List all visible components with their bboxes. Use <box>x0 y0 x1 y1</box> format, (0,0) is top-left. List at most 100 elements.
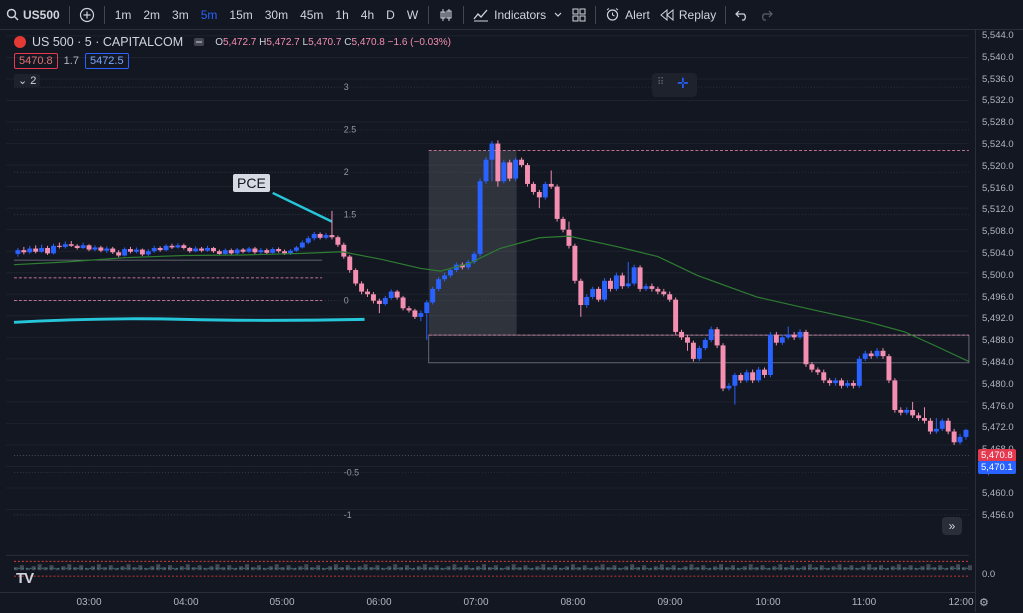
undo-button[interactable] <box>730 0 754 29</box>
volume-bar <box>179 566 184 571</box>
volume-bar <box>677 568 682 571</box>
price-tick-label: 5,536.0 <box>982 73 1014 85</box>
interval-1m[interactable]: 1m <box>114 7 132 22</box>
volume-bar <box>523 565 528 571</box>
alarm-clock-icon <box>605 7 620 22</box>
redo-button[interactable] <box>754 0 778 29</box>
volume-bar <box>908 565 913 571</box>
candle-down <box>157 247 163 251</box>
candle-up <box>465 261 471 268</box>
symbol-search[interactable]: US500 <box>0 0 65 29</box>
indicators-collapse-toggle[interactable]: ⌄ 2 <box>14 74 41 87</box>
candle-down <box>809 364 815 370</box>
volume-bar <box>476 566 481 571</box>
candle-down <box>815 369 821 373</box>
interval-15m[interactable]: 15m <box>229 7 253 22</box>
interval-45m[interactable]: 45m <box>300 7 324 22</box>
volume-bar <box>96 564 101 571</box>
candle-down <box>21 250 27 253</box>
price-tick-label: 5,500.0 <box>982 269 1014 281</box>
candle-up <box>957 436 963 443</box>
volume-bar <box>387 566 392 571</box>
volume-bar <box>292 568 297 571</box>
layout-button[interactable] <box>567 0 591 29</box>
compare-button[interactable] <box>74 0 100 29</box>
candle-down <box>169 245 175 248</box>
alert-button[interactable]: Alert <box>600 0 655 29</box>
candle-down <box>216 251 222 254</box>
candle-down <box>33 248 39 252</box>
volume-bar <box>819 565 824 571</box>
volume-bar <box>268 566 273 571</box>
volume-bar <box>547 567 552 571</box>
volume-bar <box>576 567 581 571</box>
chart-legend: US 500 · 5 · CAPITALCOM O5,472.7 H5,472.… <box>14 35 451 49</box>
volume-bar <box>825 568 830 571</box>
menu-icon[interactable] <box>193 37 205 47</box>
symbol-logo-icon <box>14 36 26 48</box>
candle-down <box>607 280 613 289</box>
candle-down <box>773 334 779 343</box>
divider <box>103 5 105 24</box>
candle-down <box>679 331 685 338</box>
drag-handle-icon[interactable]: ⠿ <box>657 77 665 88</box>
indicators-button[interactable]: Indicators <box>468 0 567 29</box>
volume-bar <box>328 566 332 571</box>
price-chart[interactable]: 3 2.5 2 1.5 0 -0.5 -1 <box>0 30 975 585</box>
volume-bar <box>73 567 78 571</box>
price-tick-label: 5,472.0 <box>982 422 1014 434</box>
volume-bar <box>807 564 812 571</box>
crosshair-icon[interactable]: ✛ <box>677 75 689 91</box>
interval-4h[interactable]: 4h <box>360 7 375 22</box>
interval-30m[interactable]: 30m <box>264 7 289 22</box>
volume-bar <box>405 565 409 571</box>
candle-up <box>163 245 169 251</box>
volume-bar <box>896 564 901 571</box>
volume-bar <box>434 565 439 571</box>
interval-2m[interactable]: 2m <box>143 7 161 22</box>
time-tick-label: 03:00 <box>76 597 102 608</box>
price-tick-label: 5,544.0 <box>982 30 1014 41</box>
chevron-down-icon: ⌄ <box>18 75 28 87</box>
interval-5m[interactable]: 5m <box>200 7 218 22</box>
price-tick-label: 5,492.0 <box>982 313 1014 325</box>
candle-down <box>536 192 542 198</box>
candle-down <box>649 286 655 289</box>
volume-bar <box>339 567 344 571</box>
candle-up <box>767 334 773 375</box>
candle-up <box>299 242 305 248</box>
interval-D[interactable]: D <box>386 7 395 22</box>
candle-down <box>459 264 465 268</box>
pce-annotation[interactable]: PCE <box>233 174 270 192</box>
time-axis[interactable]: 03:00 04:00 05:00 06:00 07:00 08:00 09:00 10:00… <box>0 592 975 613</box>
time-tick-label: 05:00 <box>269 597 295 608</box>
volume-bar <box>286 565 291 571</box>
volume-bar <box>855 568 860 571</box>
redo-icon <box>759 9 774 21</box>
volume-bar <box>570 564 575 571</box>
volume-bar <box>440 568 445 571</box>
sell-button[interactable]: 5470.8 <box>14 53 58 69</box>
open-label: O <box>215 36 223 48</box>
candle-up <box>104 248 110 251</box>
replay-button[interactable]: Replay <box>655 0 721 29</box>
time-tick-label: 10:00 <box>755 597 781 608</box>
volume-bar <box>505 566 510 571</box>
price-axis[interactable]: 5,544.0 5,540.0 5,536.0 5,532.0 5,528.0 5,524… <box>975 30 1023 612</box>
volume-bar <box>778 564 783 571</box>
interval-W[interactable]: W <box>406 7 419 22</box>
chart-type-button[interactable] <box>433 0 459 29</box>
volume-bar <box>393 564 398 571</box>
buy-button[interactable]: 5472.5 <box>84 53 129 69</box>
scroll-to-realtime-button[interactable]: » <box>942 517 962 535</box>
candle-down <box>210 247 216 252</box>
interval-1h[interactable]: 1h <box>335 7 349 22</box>
candle-down <box>376 300 382 304</box>
volume-bar <box>766 568 771 571</box>
candle-down <box>359 283 365 292</box>
candle-down <box>892 380 898 410</box>
settings-gear-icon[interactable]: ⚙ <box>979 597 989 609</box>
candle-down <box>341 244 347 257</box>
interval-3m[interactable]: 3m <box>172 7 189 22</box>
floating-toolbar[interactable]: ⠿ ✛ <box>652 73 697 97</box>
